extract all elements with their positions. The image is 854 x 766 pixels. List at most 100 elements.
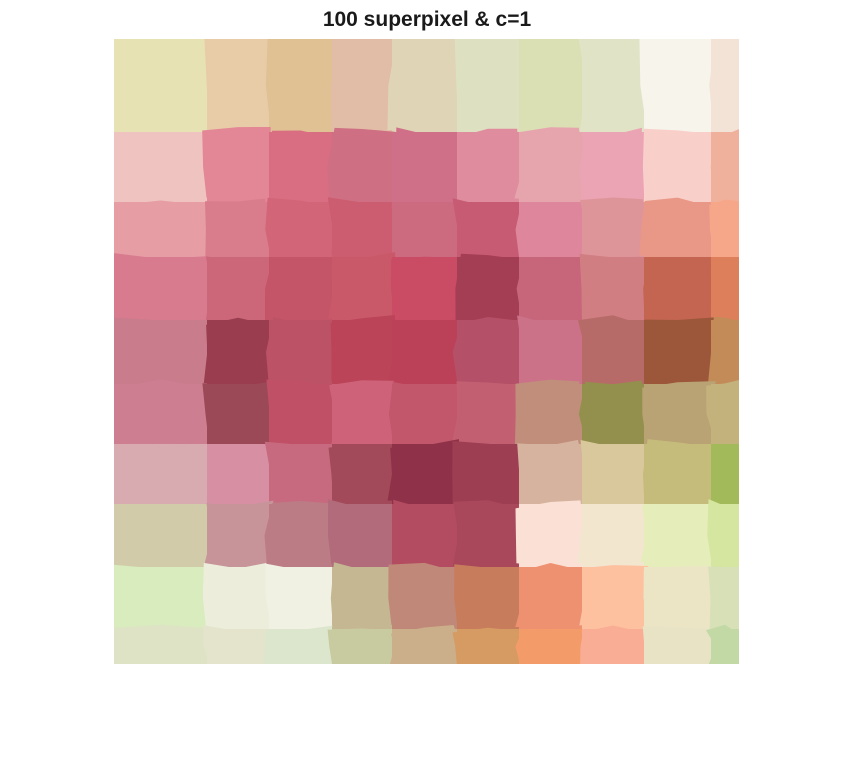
superpixel-region: [114, 379, 209, 446]
superpixel-canvas: [114, 39, 739, 664]
superpixel-region: [202, 562, 271, 632]
superpixel-region: [391, 201, 458, 259]
superpixel-region: [518, 39, 587, 136]
superpixel-region: [207, 446, 272, 508]
superpixel-region: [642, 128, 716, 203]
superpixel-region: [387, 39, 462, 131]
superpixel-region: [205, 198, 268, 258]
superpixel-region: [452, 317, 524, 387]
superpixel-region: [327, 127, 397, 207]
superpixel-region: [395, 127, 461, 200]
superpixel-region: [710, 129, 739, 205]
superpixel-region: [578, 380, 648, 446]
superpixel-region: [640, 505, 716, 566]
superpixel-region: [706, 624, 739, 664]
superpixel-region: [387, 439, 459, 507]
superpixel-region: [327, 628, 394, 664]
superpixel-region: [114, 253, 209, 325]
superpixel-region: [580, 197, 645, 261]
superpixel-region: [114, 444, 206, 504]
superpixel-region: [266, 317, 337, 388]
figure-title: 100 superpixel & c=1: [322, 8, 532, 31]
superpixel-region: [202, 381, 271, 449]
superpixel-region: [329, 380, 396, 449]
superpixel-region: [578, 39, 648, 134]
superpixel-region: [514, 379, 582, 446]
superpixel-region: [515, 500, 585, 572]
superpixel-region: [114, 564, 212, 634]
superpixel-region: [713, 445, 739, 506]
superpixel-region: [204, 39, 274, 136]
superpixel-region: [580, 440, 648, 509]
superpixel-region: [114, 133, 209, 203]
superpixel-region: [639, 197, 715, 256]
superpixel-region: [327, 197, 392, 260]
superpixel-region: [639, 39, 715, 136]
superpixel-region: [579, 127, 644, 207]
superpixel-region: [392, 499, 462, 567]
superpixel-region: [709, 39, 739, 134]
superpixel-region: [328, 445, 396, 501]
superpixel-region: [643, 258, 712, 325]
superpixel-region: [270, 130, 331, 203]
superpixel-region: [452, 198, 524, 259]
superpixel-region: [455, 253, 524, 325]
superpixel-region: [515, 204, 587, 259]
superpixel-region: [265, 39, 337, 137]
superpixel-region: [454, 39, 524, 137]
superpixel-region: [579, 253, 649, 322]
superpixel-region: [711, 258, 739, 325]
superpixel-region: [391, 256, 462, 324]
superpixel-region: [328, 252, 397, 323]
superpixel-region: [265, 197, 336, 260]
superpixel-region: [454, 564, 518, 631]
superpixel-region: [114, 317, 210, 385]
superpixel-region: [114, 503, 212, 566]
superpixel-region: [577, 507, 647, 566]
superpixel-region: [642, 626, 715, 664]
superpixel-region: [265, 257, 336, 324]
superpixel-region: [452, 500, 524, 570]
superpixel-region: [330, 562, 394, 633]
superpixel-region: [517, 315, 587, 389]
superpixel-region: [388, 562, 460, 630]
superpixel-region: [643, 317, 716, 387]
superpixel-region: [709, 199, 739, 262]
superpixel-region: [515, 563, 582, 631]
superpixel-region: [577, 315, 646, 387]
superpixel-region: [515, 629, 584, 664]
superpixel-region: [264, 501, 337, 571]
superpixel-region: [514, 127, 586, 203]
superpixel-region: [265, 563, 335, 632]
superpixel-region: [264, 441, 335, 500]
superpixel-region: [580, 625, 648, 664]
superpixel-region: [331, 39, 396, 136]
superpixel-region: [266, 379, 337, 446]
superpixel-region: [516, 258, 587, 324]
superpixel-region: [457, 128, 520, 206]
superpixel-region: [203, 317, 268, 387]
superpixel-region: [708, 566, 739, 629]
superpixel-region: [202, 127, 271, 205]
superpixel-region: [642, 381, 716, 446]
superpixel-region: [264, 625, 333, 664]
superpixel-region: [643, 566, 713, 633]
superpixel-region: [452, 381, 520, 443]
superpixel-region: [387, 321, 462, 386]
superpixel-image: [114, 39, 739, 664]
superpixel-region: [388, 381, 460, 447]
superpixel-region: [203, 625, 274, 664]
superpixel-region: [328, 499, 396, 572]
superpixel-region: [205, 256, 271, 323]
superpixel-region: [452, 627, 524, 664]
superpixel-region: [114, 39, 212, 135]
superpixel-region: [579, 565, 649, 630]
superpixel-region: [390, 625, 461, 664]
superpixel-region: [643, 439, 714, 509]
superpixel-region: [707, 499, 739, 570]
superpixel-region: [114, 624, 211, 664]
superpixel-region: [330, 315, 396, 383]
superpixel-region: [452, 441, 522, 509]
superpixel-region: [517, 439, 585, 503]
superpixel-region: [706, 380, 739, 443]
